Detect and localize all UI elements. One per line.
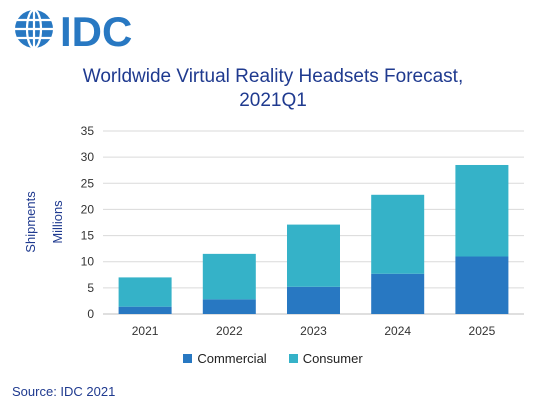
y-tick-label: 5 [87,281,94,295]
legend-swatch-commercial [183,354,193,363]
chart-subtitle: 2021Q1 [239,90,307,111]
idc-logo: IDC [15,8,132,52]
y-tick-label: 10 [81,255,95,269]
legend-label-commercial: Commercial [197,351,267,366]
bar-consumer-2021 [118,277,172,307]
x-tick-label: 2024 [384,324,411,338]
chart-title: Worldwide Virtual Reality Headsets Forec… [82,66,464,87]
y-axis-unit: Millions [50,200,65,244]
x-tick-label: 2023 [300,324,327,338]
svg-text:IDC: IDC [60,8,132,52]
bar-commercial-2021 [118,306,172,314]
y-tick-label: 25 [81,176,95,190]
bar-commercial-2024 [371,273,425,314]
y-tick-label: 0 [87,307,94,321]
y-tick-label: 35 [81,124,95,138]
bar-consumer-2022 [202,253,256,300]
x-tick-label: 2025 [469,324,496,338]
legend-swatch-consumer [288,354,298,363]
bar-consumer-2025 [455,164,509,257]
legend: Commercial Consumer [0,351,546,366]
legend-label-consumer: Consumer [302,351,363,366]
source-note: Source: IDC 2021 [12,384,116,399]
y-tick-label: 30 [81,150,95,164]
legend-item-commercial: Commercial [183,351,267,366]
bar-commercial-2025 [455,256,509,314]
y-tick-label: 20 [81,202,95,216]
y-axis-title: Shipments [23,191,38,253]
bar-consumer-2024 [371,194,425,274]
legend-item-consumer: Consumer [288,351,363,366]
bar-commercial-2022 [202,299,256,314]
bar-commercial-2023 [287,286,340,314]
x-tick-label: 2022 [216,324,243,338]
x-tick-label: 2021 [132,324,159,338]
y-tick-label: 15 [81,229,95,243]
globe-icon [15,8,53,50]
bar-consumer-2023 [287,224,340,287]
